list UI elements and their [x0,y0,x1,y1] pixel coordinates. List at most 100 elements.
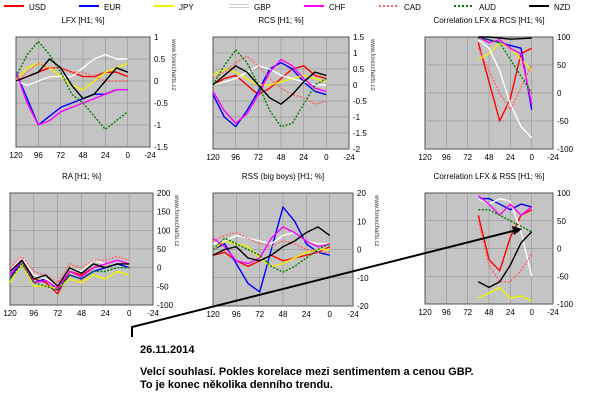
chart-title: Correlation LFX & RSS [H1; %] [434,172,545,181]
x-tick-label: 72 [53,309,62,318]
series-line-aud [15,40,129,131]
chart-ra-h1: RA [H1; %] 120 96 72 48 24 0 -24 200 150 100 50 0 -50… [3,172,179,318]
legend-label: USD [29,3,46,12]
x-tick-label: 48 [485,153,494,162]
x-tick-label: -24 [347,310,359,319]
legend-item-usd: USD [4,3,46,12]
series-line-chf [212,226,330,265]
x-tick-label: 48 [79,151,88,160]
y-tick-label: -2 [353,145,361,154]
series-line-cad [9,255,130,284]
x-tick-label: -24 [547,308,559,317]
series-line-cad [477,220,533,283]
series-line-nzd [212,65,327,105]
series-line-gbp [212,231,330,245]
y-tick-label: 0 [557,89,562,98]
chart-title: RA [H1; %] [62,172,101,181]
series-line-chf [212,58,327,125]
x-tick-label: 96 [34,151,43,160]
y-tick-label: 100 [557,33,571,42]
watermark-text: www.forexcharts.cz [369,38,375,91]
watermark-text: www.forexcharts.cz [170,38,176,91]
series-line-jpy [9,263,130,289]
chart-rcs-h1: RCS [H1; %] 120 96 72 48 24 0 -24 1.5 1 0.5 0 -0.5 -1… [206,16,375,162]
series-line-aud [9,263,130,291]
x-tick-label: 120 [3,309,17,318]
y-tick-label: -1.5 [154,143,168,152]
x-tick-label: 48 [277,153,286,162]
chart-title: LFX [H1; %] [61,16,104,25]
y-tick-label: 50 [557,217,566,226]
y-tick-label: -50 [557,117,569,126]
series-line-cad [15,62,128,82]
x-tick-label: 120 [418,153,432,162]
legend-label: NZD [554,3,571,12]
y-tick-label: 20 [357,189,366,198]
x-tick-label: -24 [147,309,159,318]
series-line-jpy [477,286,533,302]
series-line-gbp [15,53,128,87]
arrow-line [131,229,518,337]
x-tick-label: 120 [206,310,220,319]
x-tick-label: 24 [506,153,515,162]
y-tick-label: -1 [154,121,162,130]
legend-item-aud: AUD [454,3,496,12]
x-tick-label: 0 [125,151,130,160]
y-tick-label: 200 [157,189,171,198]
y-tick-label: -1.5 [353,129,367,138]
x-tick-label: 120 [418,308,432,317]
arrow-head [512,226,522,235]
series-line-eur [478,197,532,211]
y-tick-label: -100 [557,300,574,309]
watermark-text: www.forexcharts.cz [373,194,379,247]
series-line-aud [212,237,331,273]
chart-correlation-lfx-rcs-h1: Correlation LFX & RCS [H1; %] 120 96 72 48 24… [418,16,573,162]
x-tick-label: 48 [77,309,86,318]
y-tick-label: 10 [357,217,366,226]
annotation-arrow [131,226,522,337]
x-tick-label: 24 [302,310,311,319]
x-tick-label: 120 [9,151,23,160]
series-line-usd [477,42,533,122]
y-tick-label: 100 [557,189,571,198]
series-line-gbp [477,39,533,139]
x-tick-label: -24 [144,151,156,160]
series-line-aud [478,37,533,94]
x-tick-label: 72 [254,153,263,162]
legend-label: GBP [254,3,271,12]
legend-item-gbp: GBP [229,3,271,12]
legend: USD EUR JPY GBP CHF CAD AUD NZD [4,3,571,12]
series-line-nzd [477,231,533,289]
x-tick-label: -24 [343,153,355,162]
annotation-line-2: To je konec několika denního trendu. [140,379,333,391]
y-tick-label: -0.5 [353,97,367,106]
chart-correlation-lfx-rss-h1: Correlation LFX & RSS [H1; %] 120 96 72 48 24… [418,172,573,317]
x-tick-label: 24 [506,308,515,317]
y-tick-label: 0 [154,77,159,86]
legend-item-jpy: JPY [154,3,194,12]
chart-title: RSS (big boys) [H1; %] [242,172,324,181]
legend-label: CHF [329,3,346,12]
series-line-chf [15,71,128,126]
y-tick-label: -0.5 [154,99,168,108]
x-tick-label: 96 [231,153,240,162]
y-tick-label: 50 [157,245,166,254]
series-line-chf [477,195,533,216]
legend-label: JPY [179,3,194,12]
x-tick-label: 24 [101,309,110,318]
y-tick-label: -50 [157,282,169,291]
watermark-text: www.forexcharts.cz [173,194,179,247]
y-tick-label: 0 [353,81,358,90]
y-tick-label: -20 [357,302,369,311]
series-line-nzd [9,259,130,287]
y-tick-label: -50 [557,272,569,281]
series-line-gbp [212,65,327,86]
y-tick-label: 50 [557,61,566,70]
chart-title: RCS [H1; %] [258,16,303,25]
y-tick-label: -10 [357,274,369,283]
legend-item-chf: CHF [304,3,346,12]
x-tick-label: 0 [327,310,332,319]
annotation-date: 26.11.2014 [140,344,195,356]
legend-item-cad: CAD [379,3,421,12]
